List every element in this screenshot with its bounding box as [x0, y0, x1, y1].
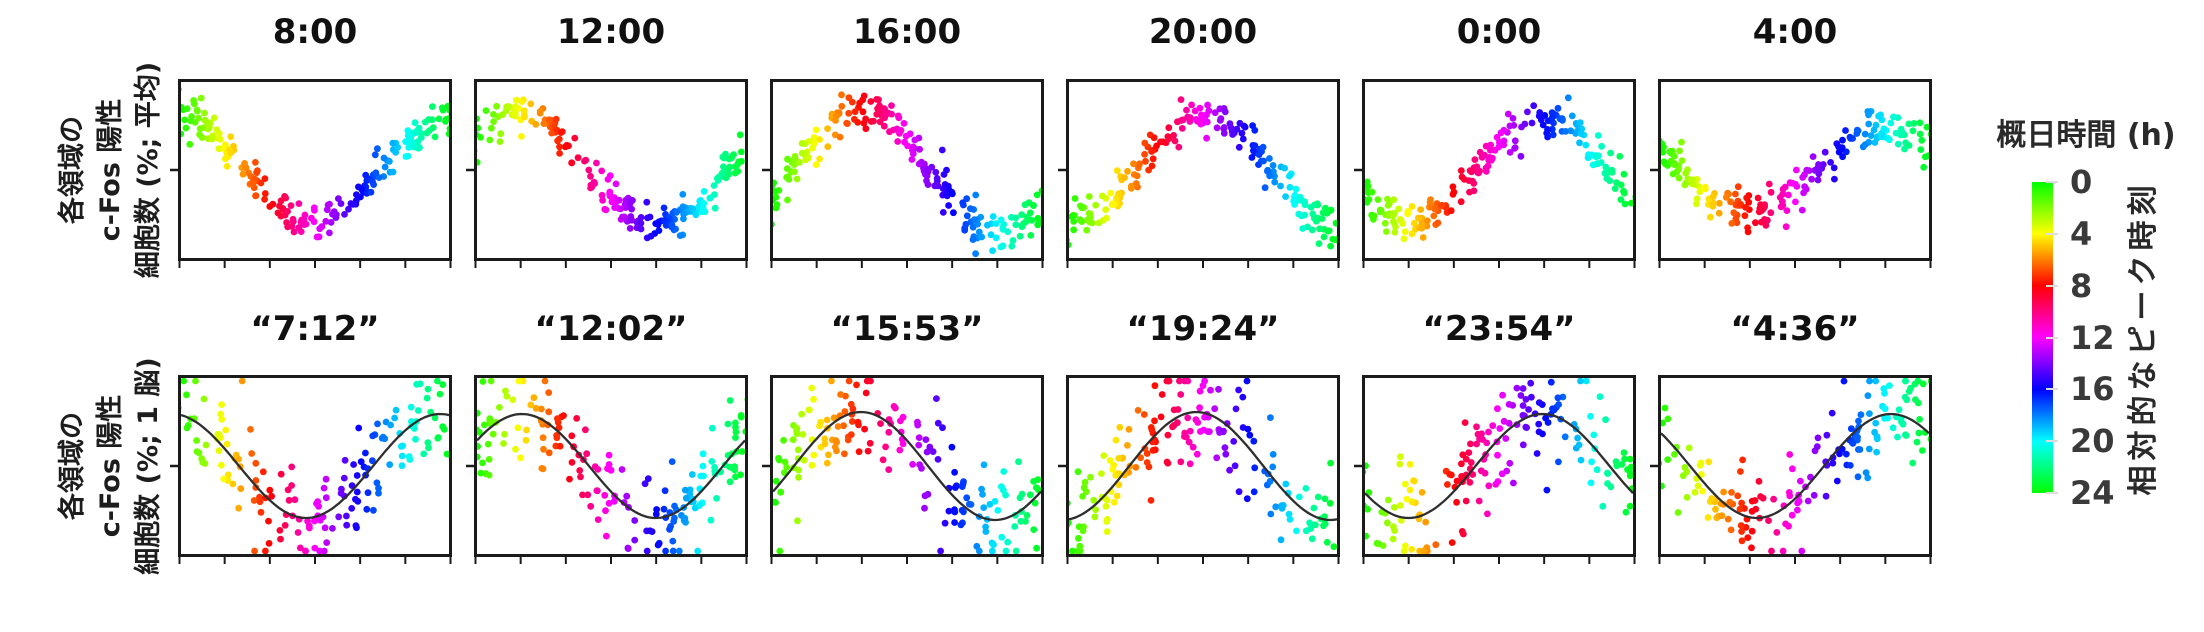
panel-title: 16:00 [852, 12, 962, 52]
scatter-panel [1354, 79, 1636, 268]
scatter-points [181, 378, 449, 554]
colorbar-tick-mark [2046, 492, 2058, 494]
scatter-points [1365, 378, 1633, 554]
fit-curve [1365, 412, 1633, 520]
colorbar-tick-label: 12 [2070, 318, 2115, 357]
panel-border [1066, 79, 1340, 261]
panel-title: 8:00 [272, 12, 358, 52]
y-axis-label-line: c-Fos 陽性 [95, 394, 126, 538]
colorbar-tick-label: 16 [2070, 370, 2115, 409]
y-axis-label-bottom-row: 各領域の c-Fos 陽性 細胞数 (%; 1 脳) [54, 357, 168, 575]
colorbar-side-label: 相対的なピーク時刻 [2126, 180, 2161, 496]
scatter-panel [466, 79, 748, 268]
colorbar-tick-label: 4 [2070, 214, 2093, 253]
panel-title: “7:12” [250, 309, 380, 349]
scatter-points [773, 378, 1041, 554]
fit-curve [1069, 410, 1337, 522]
fit-curve [477, 412, 745, 520]
panel-title: “12:02” [534, 309, 688, 349]
scatter-panel [1058, 79, 1340, 268]
scatter-panel [170, 79, 452, 268]
y-axis-label-line: c-Fos 陽性 [95, 98, 126, 242]
panel-border [770, 79, 1044, 261]
colorbar-tick-label: 24 [2070, 474, 2115, 512]
colorbar-tick-label: 8 [2070, 266, 2093, 305]
colorbar-tick-mark [2046, 440, 2058, 443]
panel-border [178, 79, 452, 261]
y-axis-label-line: 細胞数 (%; 平均) [133, 61, 164, 279]
y-axis-label-top-row: 各領域の c-Fos 陽性 細胞数 (%; 平均) [54, 62, 168, 278]
panel-border [1362, 79, 1636, 261]
panel-title: “4:36” [1730, 309, 1860, 349]
colorbar-tick-mark [2046, 232, 2058, 235]
colorbar-title: 概日時間 (h) [1996, 118, 2176, 153]
y-axis-label-line: 各領域の [57, 412, 88, 520]
panel-border [474, 79, 748, 261]
panel-border [178, 375, 452, 557]
panel-title: 20:00 [1148, 12, 1258, 52]
scatter-points [773, 91, 1041, 258]
panel-title: “15:53” [830, 309, 984, 349]
fit-curve [1661, 412, 1929, 520]
panel-border [1658, 79, 1932, 261]
panel-border [1362, 375, 1636, 557]
scatter-points [477, 378, 745, 554]
colorbar-tick-label: 0 [2070, 163, 2093, 201]
panel-title: 0:00 [1456, 12, 1542, 52]
scatter-points [477, 96, 745, 242]
y-axis-label-line: 細胞数 (%; 1 脳) [133, 357, 164, 575]
scatter-panel [1650, 79, 1932, 268]
panel-title: “23:54” [1422, 309, 1576, 349]
panel-title: 12:00 [556, 12, 666, 52]
scatter-panel [1650, 375, 1932, 564]
panel-border [474, 375, 748, 557]
scatter-panel [170, 375, 452, 564]
colorbar-tick-mark [2046, 336, 2058, 339]
panel-border [770, 375, 1044, 557]
panel-border [1066, 375, 1340, 557]
colorbar-gradient [2032, 182, 2053, 493]
panel-border [1658, 375, 1932, 557]
scatter-points [1661, 378, 1929, 554]
scatter-panel [466, 375, 748, 564]
scatter-points [1069, 96, 1337, 250]
fit-curve [773, 410, 1041, 522]
scatter-panel [1058, 375, 1340, 564]
y-axis-label-line: 各領域の [57, 116, 88, 224]
scatter-points [181, 87, 449, 241]
colorbar-tick-mark [2046, 388, 2058, 391]
scatter-points [1661, 108, 1929, 236]
panel-title: “19:24” [1126, 309, 1280, 349]
scatter-panel [762, 375, 1044, 564]
scatter-points [1365, 94, 1633, 243]
panel-title: 4:00 [1752, 12, 1838, 52]
colorbar-tick-label: 20 [2070, 422, 2115, 461]
scatter-points [1069, 378, 1337, 554]
colorbar-tick-mark [2046, 284, 2058, 287]
scatter-panel [1354, 375, 1636, 564]
fit-curve [181, 412, 449, 520]
scatter-panel [762, 79, 1044, 268]
colorbar-tick-mark [2046, 181, 2058, 183]
